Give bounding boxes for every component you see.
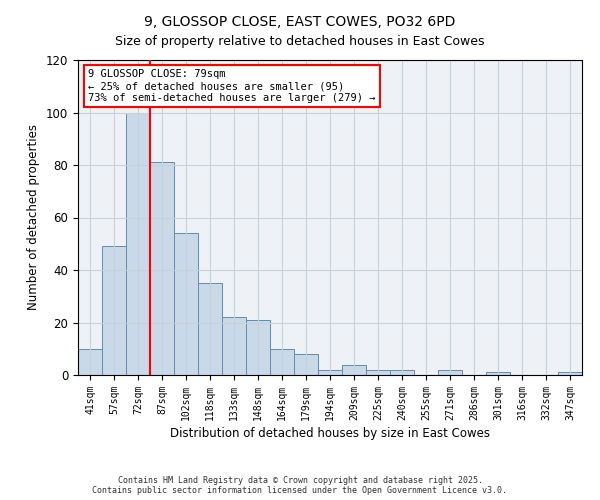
Bar <box>558 372 582 375</box>
Text: Contains HM Land Registry data © Crown copyright and database right 2025.
Contai: Contains HM Land Registry data © Crown c… <box>92 476 508 495</box>
Bar <box>198 283 222 375</box>
Bar <box>294 354 318 375</box>
Bar <box>78 349 102 375</box>
Text: 9, GLOSSOP CLOSE, EAST COWES, PO32 6PD: 9, GLOSSOP CLOSE, EAST COWES, PO32 6PD <box>145 15 455 29</box>
Bar <box>486 372 510 375</box>
Bar <box>366 370 390 375</box>
Bar <box>222 318 246 375</box>
X-axis label: Distribution of detached houses by size in East Cowes: Distribution of detached houses by size … <box>170 427 490 440</box>
Bar <box>438 370 462 375</box>
Bar <box>246 320 270 375</box>
Text: 9 GLOSSOP CLOSE: 79sqm
← 25% of detached houses are smaller (95)
73% of semi-det: 9 GLOSSOP CLOSE: 79sqm ← 25% of detached… <box>88 70 376 102</box>
Bar <box>390 370 414 375</box>
Y-axis label: Number of detached properties: Number of detached properties <box>28 124 40 310</box>
Bar <box>270 349 294 375</box>
Bar <box>126 112 150 375</box>
Bar <box>318 370 342 375</box>
Text: Size of property relative to detached houses in East Cowes: Size of property relative to detached ho… <box>115 35 485 48</box>
Bar <box>150 162 174 375</box>
Bar <box>342 364 366 375</box>
Bar <box>174 233 198 375</box>
Bar <box>102 246 126 375</box>
